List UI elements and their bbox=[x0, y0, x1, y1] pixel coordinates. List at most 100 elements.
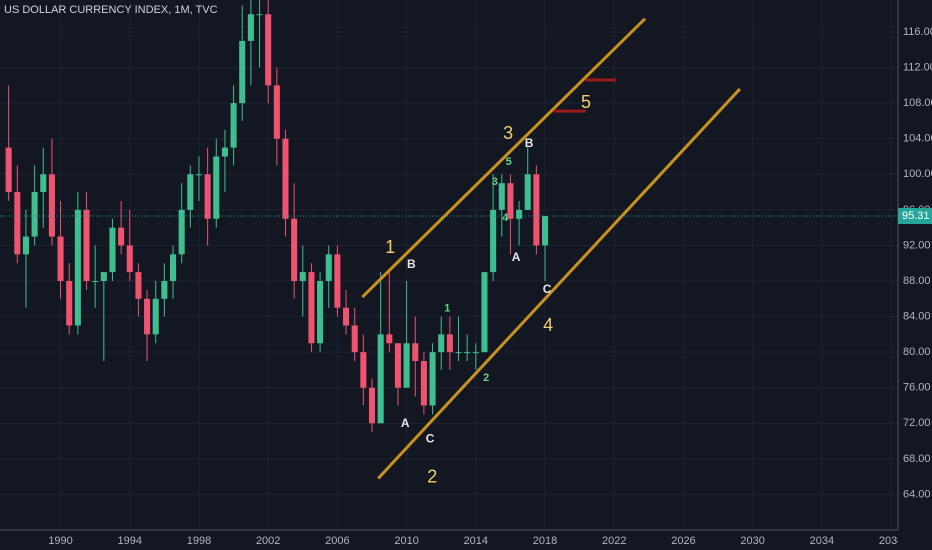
candle-body bbox=[187, 174, 194, 210]
y-tick-label: 84.00 bbox=[903, 310, 931, 322]
x-tick-label: 2026 bbox=[671, 535, 695, 547]
candle-body bbox=[386, 334, 393, 344]
candle-body bbox=[213, 156, 220, 219]
candle-body bbox=[498, 183, 505, 210]
wave-label: 5 bbox=[506, 156, 512, 168]
x-tick-label: 1998 bbox=[187, 535, 211, 547]
candle-body bbox=[429, 352, 436, 406]
candle-body bbox=[464, 352, 471, 354]
candle-body bbox=[524, 174, 531, 210]
wave-label: 2 bbox=[427, 466, 437, 486]
wave-label: B bbox=[407, 257, 416, 271]
candle-body bbox=[195, 174, 203, 176]
candle-body bbox=[368, 387, 376, 424]
candle-body bbox=[100, 272, 107, 282]
candle-body bbox=[403, 343, 410, 388]
candle-body bbox=[256, 14, 263, 16]
wave-label: A bbox=[401, 416, 410, 430]
last-price-box bbox=[898, 208, 932, 225]
candle-body bbox=[92, 281, 99, 283]
candle-body bbox=[57, 236, 64, 282]
candle-body bbox=[144, 298, 151, 335]
wave-label: 1 bbox=[385, 237, 395, 257]
channel-line bbox=[361, 17, 647, 299]
candle-body bbox=[317, 281, 324, 344]
candle-body bbox=[40, 174, 47, 193]
candle-body bbox=[542, 216, 549, 246]
candle-body bbox=[325, 254, 332, 282]
wave-label: B bbox=[525, 136, 534, 150]
wave-label: C bbox=[543, 282, 552, 296]
candle-body bbox=[516, 209, 523, 219]
candle-body bbox=[135, 272, 142, 299]
candle-body bbox=[472, 352, 479, 354]
candle-body bbox=[273, 85, 280, 139]
candle-body bbox=[481, 272, 488, 353]
x-tick-label: 2022 bbox=[602, 535, 626, 547]
price-axis-bg bbox=[898, 0, 932, 550]
wave-label: 1 bbox=[444, 302, 450, 314]
y-tick-label: 108.00 bbox=[903, 97, 932, 109]
x-tick-label: 2010 bbox=[394, 535, 418, 547]
candle-body bbox=[31, 192, 38, 237]
y-tick-label: 116.00 bbox=[903, 26, 932, 38]
candle-body bbox=[360, 352, 367, 388]
candle-body bbox=[126, 245, 133, 273]
last-price-label: 95.31 bbox=[902, 210, 930, 222]
candle-body bbox=[299, 272, 306, 282]
y-tick-label: 112.00 bbox=[903, 61, 932, 73]
candle-body bbox=[66, 281, 73, 326]
x-tick-label: 2002 bbox=[256, 535, 280, 547]
x-tick-label: 2038 bbox=[879, 535, 903, 547]
channel-line bbox=[377, 87, 741, 480]
candle-body bbox=[230, 103, 237, 148]
candle-body bbox=[351, 325, 358, 353]
y-tick-label: 92.00 bbox=[903, 239, 931, 251]
wave-label: 3 bbox=[492, 176, 498, 188]
candle-body bbox=[394, 343, 401, 388]
x-tick-label: 1994 bbox=[118, 535, 142, 547]
candle-body bbox=[507, 183, 514, 219]
y-tick-label: 100.00 bbox=[903, 168, 932, 180]
y-tick-label: 72.00 bbox=[903, 417, 931, 429]
x-tick-label: 2018 bbox=[533, 535, 557, 547]
candle-body bbox=[48, 174, 55, 237]
wave-label: C bbox=[426, 431, 435, 445]
candle-body bbox=[204, 174, 211, 219]
chart-title: US DOLLAR CURRENCY INDEX, 1M, TVC bbox=[4, 4, 218, 16]
candle-body bbox=[412, 343, 419, 362]
candle-body bbox=[247, 14, 254, 41]
candle-body bbox=[239, 40, 246, 104]
candle-body bbox=[308, 272, 315, 344]
wave-label: 3 bbox=[503, 123, 513, 143]
candle-body bbox=[161, 281, 168, 299]
candle-body bbox=[74, 209, 81, 326]
candle-body bbox=[83, 209, 90, 282]
candle-body bbox=[152, 298, 159, 335]
candle-body bbox=[377, 334, 384, 424]
candle-body bbox=[420, 361, 427, 406]
candle-body bbox=[343, 307, 350, 326]
x-tick-label: 1990 bbox=[48, 535, 72, 547]
candle-body bbox=[533, 174, 540, 246]
x-tick-label: 2014 bbox=[464, 535, 488, 547]
y-tick-label: 80.00 bbox=[903, 346, 931, 358]
candle-body bbox=[438, 334, 445, 353]
wave-label: 5 bbox=[581, 92, 591, 112]
candle-body bbox=[109, 227, 116, 273]
candle-body bbox=[455, 352, 462, 354]
wave-label: 4 bbox=[502, 212, 509, 224]
candle-body bbox=[282, 138, 289, 219]
candle-body bbox=[221, 147, 228, 157]
candle-body bbox=[14, 192, 21, 255]
candle-body bbox=[490, 209, 497, 273]
candle-body bbox=[446, 334, 453, 353]
candle-body bbox=[178, 209, 185, 255]
wave-label: 4 bbox=[543, 315, 553, 335]
x-tick-label: 2030 bbox=[740, 535, 764, 547]
candle-body bbox=[5, 147, 12, 193]
candle-body bbox=[334, 254, 341, 308]
wave-label: 2 bbox=[483, 372, 489, 384]
candle-body bbox=[22, 236, 29, 255]
